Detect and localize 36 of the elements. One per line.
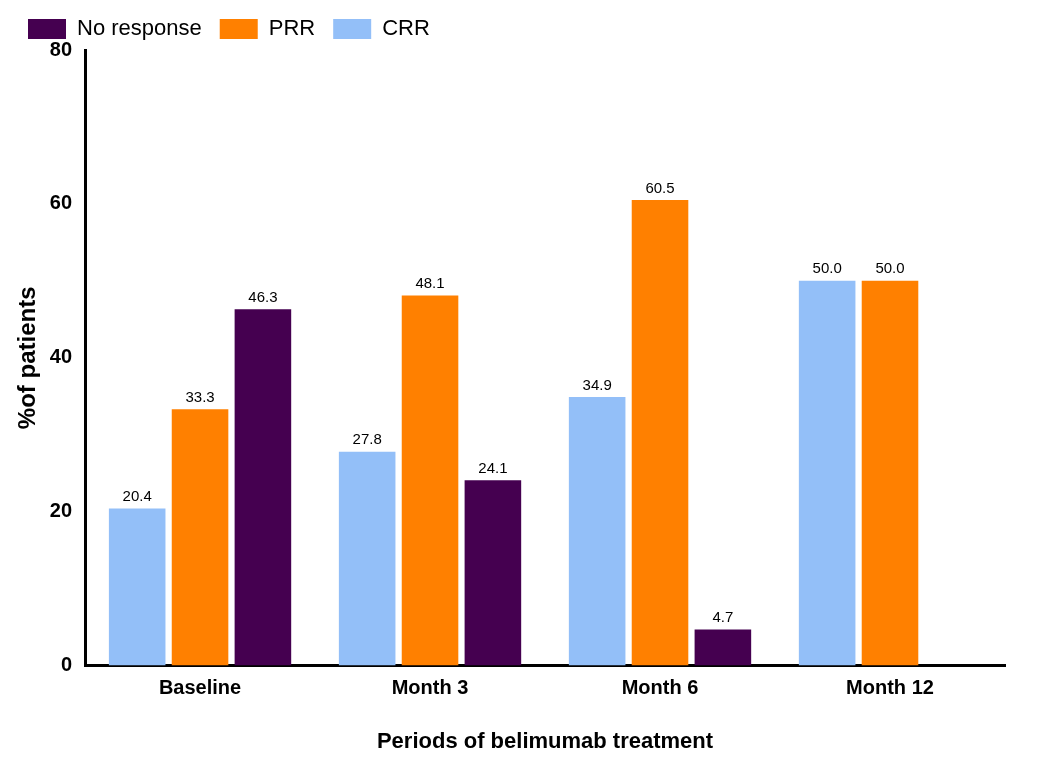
x-tick-label: Baseline (158, 676, 242, 699)
legend-label: CRR (382, 15, 430, 41)
data-label: 60.5 (645, 178, 675, 196)
bar (108, 508, 166, 666)
data-label: 34.9 (582, 375, 612, 393)
bar (464, 480, 522, 666)
y-axis-title: %of patients (13, 286, 41, 430)
bar (861, 280, 919, 666)
x-tick-label: Month 3 (391, 676, 469, 699)
bar (631, 200, 689, 666)
x-tick-label: Month 12 (846, 676, 934, 699)
data-label: 20.4 (122, 487, 152, 505)
y-tick-label: 0 (60, 653, 73, 676)
y-tick-label: 60 (49, 191, 73, 214)
data-label: 48.1 (415, 274, 445, 292)
legend-label: No response (77, 15, 202, 41)
data-label: 50.0 (812, 259, 842, 277)
bar (694, 629, 752, 666)
bar (568, 397, 626, 666)
bar (234, 309, 292, 666)
data-label: 27.8 (352, 430, 382, 448)
x-axis-title: Periods of belimumab treatment (376, 727, 714, 753)
bar (338, 451, 396, 666)
y-tick-label: 20 (49, 499, 73, 522)
legend-label: PRR (268, 15, 316, 41)
bar (401, 295, 459, 666)
y-tick-label: 40 (49, 345, 73, 368)
x-tick-label: Month 6 (621, 676, 699, 699)
data-label: 24.1 (478, 458, 508, 476)
data-label: 50.0 (875, 259, 905, 277)
bar (798, 280, 856, 666)
data-label: 4.7 (712, 608, 734, 626)
bar (171, 409, 229, 666)
data-label: 33.3 (185, 388, 215, 405)
data-label: 46.3 (248, 287, 278, 305)
y-tick-label: 80 (49, 37, 73, 60)
